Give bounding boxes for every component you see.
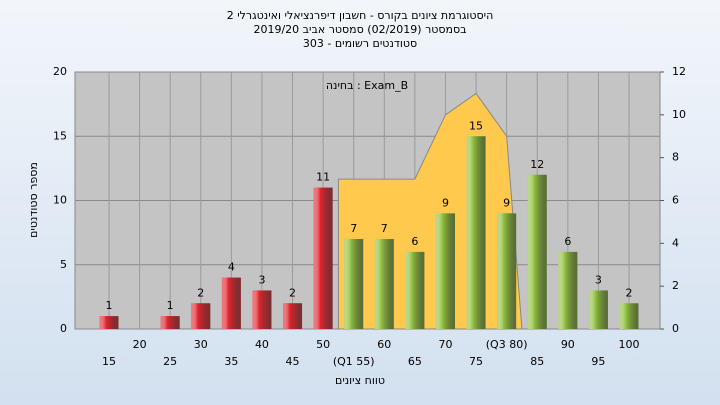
chart-title: היסטוגרמת ציונים בקורס - חשבון דיפרנציאל… [227,9,494,22]
data-label: 11 [316,171,330,184]
data-label: 9 [503,196,510,209]
data-label: 6 [564,235,571,248]
y-tick-label: 20 [53,65,67,78]
bar-shade [588,290,608,329]
bar-shade [466,136,486,329]
bar-shade [313,187,333,329]
bar-shade [99,316,119,329]
x-tick-label: (Q3 80) [486,338,528,351]
x-tick-label: 70 [438,338,452,351]
data-label: 2 [626,286,633,299]
y2-tick-label: 12 [672,65,686,78]
x-tick-label: 60 [377,338,391,351]
data-label: 1 [106,299,113,312]
x-tick-label: 90 [561,338,575,351]
y-tick-label: 10 [53,194,67,207]
x-tick-label: 85 [530,355,544,368]
data-label: 15 [469,119,483,132]
x-tick-label: 100 [619,338,640,351]
y-axis-label: מספר סטודנטים [27,162,40,238]
x-tick-label: 35 [224,355,238,368]
x-tick-label: (Q1 55) [333,355,375,368]
annotation: בחינה : Exam_B [326,79,408,92]
x-tick-label: 20 [133,338,147,351]
bar-shade [619,303,639,329]
data-label: 3 [595,273,602,286]
bar-shade [558,251,578,329]
bar-shade [374,239,394,329]
x-tick-label: 30 [194,338,208,351]
bar-shade [344,239,364,329]
bar-shade [527,174,547,329]
bar-shade [405,251,425,329]
y2-tick-label: 8 [672,151,679,164]
x-tick-label: 65 [408,355,422,368]
x-tick-label: 45 [286,355,300,368]
bar-shade [221,277,241,329]
data-label: 3 [258,273,265,286]
x-tick-label: 15 [102,355,116,368]
subtitle: סטודנטים רשומים - 303 [303,37,417,50]
x-tick-label: 50 [316,338,330,351]
bar-shade [435,213,455,329]
bar-shade [252,290,272,329]
y-tick-label: 0 [60,322,67,335]
data-label: 4 [228,261,235,274]
x-axis-label: טווח ציונים [335,374,385,387]
x-tick-label: 40 [255,338,269,351]
subtitle: בסמסטר (02/2019) סמסטר אביב 2019/20 [253,23,466,36]
x-tick-label: 75 [469,355,483,368]
y2-tick-label: 10 [672,108,686,121]
data-label: 9 [442,196,449,209]
y2-tick-label: 2 [672,279,679,292]
x-tick-label: 25 [163,355,177,368]
data-label: 6 [411,235,418,248]
data-label: 7 [381,222,388,235]
bar-shade [191,303,211,329]
bar-shade [283,303,303,329]
y-tick-label: 5 [60,258,67,271]
bar-shade [160,316,180,329]
y2-tick-label: 4 [672,236,679,249]
y2-tick-label: 0 [672,322,679,335]
data-label: 12 [530,158,544,171]
data-label: 1 [167,299,174,312]
data-label: 2 [289,286,296,299]
data-label: 2 [197,286,204,299]
data-label: 7 [350,222,357,235]
y2-tick-label: 6 [672,194,679,207]
y-tick-label: 15 [53,129,67,142]
x-tick-label: 95 [591,355,605,368]
bar-shade [497,213,517,329]
